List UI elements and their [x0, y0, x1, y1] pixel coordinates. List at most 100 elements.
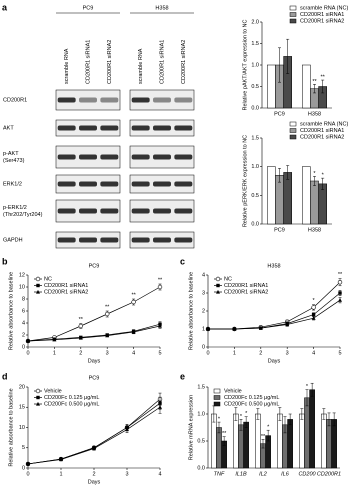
group-label: PC9 [83, 5, 94, 11]
marker [285, 322, 290, 327]
error-bar [313, 84, 316, 94]
blot-band [131, 154, 150, 160]
error-bar [327, 412, 331, 427]
marker [206, 326, 210, 331]
marker [52, 337, 57, 342]
legend-label: CD200R1 siRNA1 [300, 128, 344, 134]
legend-marker [215, 276, 221, 282]
blot-band [153, 154, 171, 160]
blot-band [57, 208, 76, 214]
x-tick-label: 2 [79, 350, 82, 356]
legend-label: Vehicle [224, 388, 242, 394]
panel-label: e [180, 371, 185, 381]
blot-band [100, 97, 119, 103]
series-line [27, 323, 161, 342]
annotation: * [306, 384, 309, 390]
error-bar [305, 389, 309, 407]
blot-band [79, 125, 97, 131]
x-tick-label: PC9 [274, 111, 285, 117]
panel-label: b [2, 256, 8, 266]
row-label: ERK1/2 [3, 181, 22, 187]
y-tick-label: 0.0 [197, 465, 205, 471]
error-bar [158, 396, 162, 410]
y-tick-label: 0.0 [251, 221, 259, 227]
error-bar [158, 400, 162, 414]
bar [275, 175, 284, 225]
blot-band [79, 237, 97, 243]
bar [299, 413, 305, 469]
marker [131, 299, 136, 305]
y-axis-label: Relative absorbance to baseline [8, 272, 14, 350]
y-tick-label: 12 [19, 272, 25, 278]
y-tick-label: 2 [202, 308, 205, 314]
annotation: * [313, 171, 316, 177]
legend-label: CD200Fc 0.125 μg/mL [44, 395, 99, 401]
bar [283, 172, 293, 225]
annotation: ** [222, 431, 227, 437]
blot-band [174, 208, 193, 214]
legend-label: CD200R1 siRNA2 [224, 289, 268, 295]
x-tick-label: CD200R1 [317, 471, 341, 477]
error-bar [300, 408, 304, 420]
series-line [27, 325, 161, 342]
x-tick-label: IL2 [259, 471, 267, 477]
blot-band [57, 125, 76, 131]
x-tick-label: PC9 [274, 227, 285, 233]
blot-band [57, 154, 76, 160]
y-axis-label: Relative pERK/ERK expression to NC [242, 135, 248, 227]
x-tick-label: 4 [312, 350, 315, 356]
y-axis-label: Relative mRNA expression [188, 395, 194, 460]
blot-band [79, 97, 97, 103]
y-tick-label: 2 [22, 332, 25, 338]
y-tick-label: 10 [19, 425, 25, 431]
y-tick-label: 2.0 [251, 19, 259, 25]
y-tick-label: 0 [22, 465, 25, 471]
y-tick-label: 4 [22, 320, 25, 326]
x-tick-label: 5 [158, 350, 161, 356]
marker [26, 461, 30, 466]
blot-band [100, 125, 119, 131]
legend-marker [36, 289, 40, 294]
error-bar [310, 382, 314, 397]
bar [267, 64, 276, 109]
marker [92, 446, 96, 451]
blot-band [57, 97, 76, 103]
legend-marker [35, 276, 41, 282]
x-axis-label: Days [88, 479, 101, 485]
blot-band [100, 181, 119, 187]
blot-band [131, 208, 150, 214]
blot-band [100, 237, 119, 243]
x-tick-label: 1 [53, 350, 56, 356]
y-tick-label: 0 [22, 344, 25, 350]
error-bar [222, 436, 226, 446]
annotation: * [313, 298, 316, 304]
y-tick-label: 1 [202, 326, 205, 332]
marker [258, 326, 263, 330]
legend-label: NC [44, 276, 52, 282]
y-axis-label: Relative pAKT/AKT expression to NC [242, 19, 248, 110]
marker [158, 405, 162, 409]
blot-band [131, 237, 150, 243]
error-bar [321, 177, 325, 190]
y-axis-label: Relative absorbance to baseline [8, 388, 14, 466]
y-tick-label: 20 [19, 384, 25, 390]
y-tick-label: 1.5 [251, 41, 259, 47]
legend-marker [36, 283, 40, 288]
x-tick-label: 0 [26, 471, 29, 477]
error-bar [283, 416, 287, 434]
blot-band [100, 208, 119, 214]
blot-band [100, 154, 119, 160]
annotation: * [245, 411, 248, 417]
legend-swatch [289, 128, 297, 133]
legend-swatch [289, 18, 297, 24]
blot-band [174, 154, 193, 160]
marker [337, 280, 343, 285]
error-bar [266, 429, 270, 442]
series-line [27, 286, 161, 342]
series-line [208, 299, 341, 330]
blot-band [131, 181, 150, 187]
x-tick-label: 5 [338, 350, 341, 356]
marker [232, 326, 237, 331]
marker [311, 316, 316, 320]
x-tick-label: 3 [106, 350, 109, 356]
